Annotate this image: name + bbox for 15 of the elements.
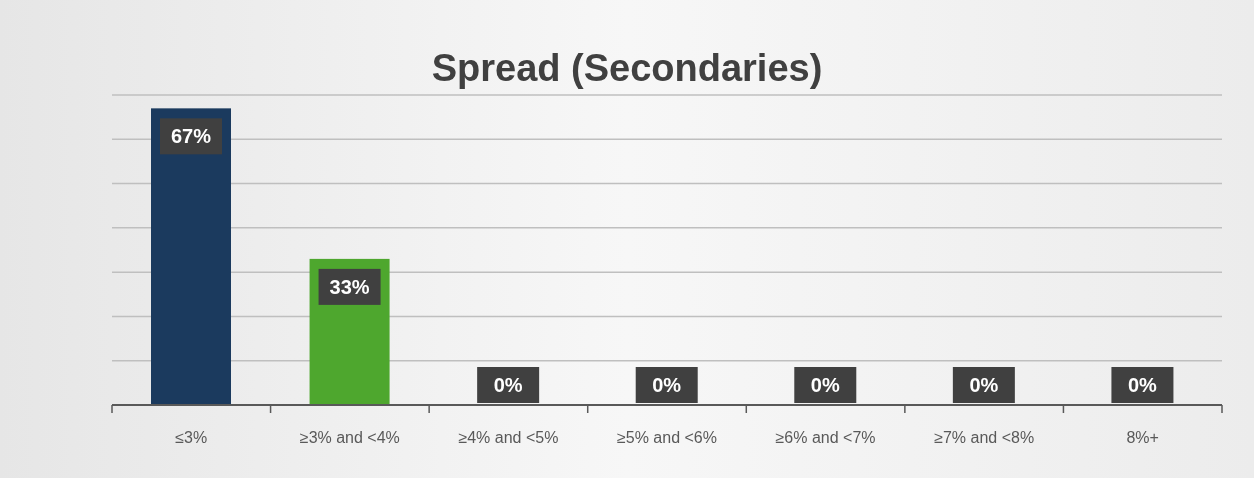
- x-tick-label: ≤3%: [175, 429, 208, 446]
- data-label: 0%: [1127, 374, 1158, 396]
- data-label: 0%: [652, 374, 682, 396]
- x-tick-label: ≥7% and <8%: [934, 429, 1035, 446]
- x-tick-label: ≥5% and <6%: [617, 429, 717, 446]
- data-label: 0%: [969, 374, 999, 396]
- x-tick-label: ≥4% and <5%: [458, 429, 559, 446]
- chart-title: Spread (Secondaries): [430, 47, 824, 90]
- x-tick-label: ≥6% and <7%: [775, 429, 876, 446]
- data-label: 33%: [329, 275, 370, 298]
- data-label: 0%: [493, 374, 523, 396]
- data-label: 67%: [170, 125, 212, 148]
- x-tick-label: 8%+: [1126, 429, 1159, 446]
- x-tick-label: ≥3% and <4%: [299, 429, 400, 446]
- data-label: 0%: [810, 374, 840, 396]
